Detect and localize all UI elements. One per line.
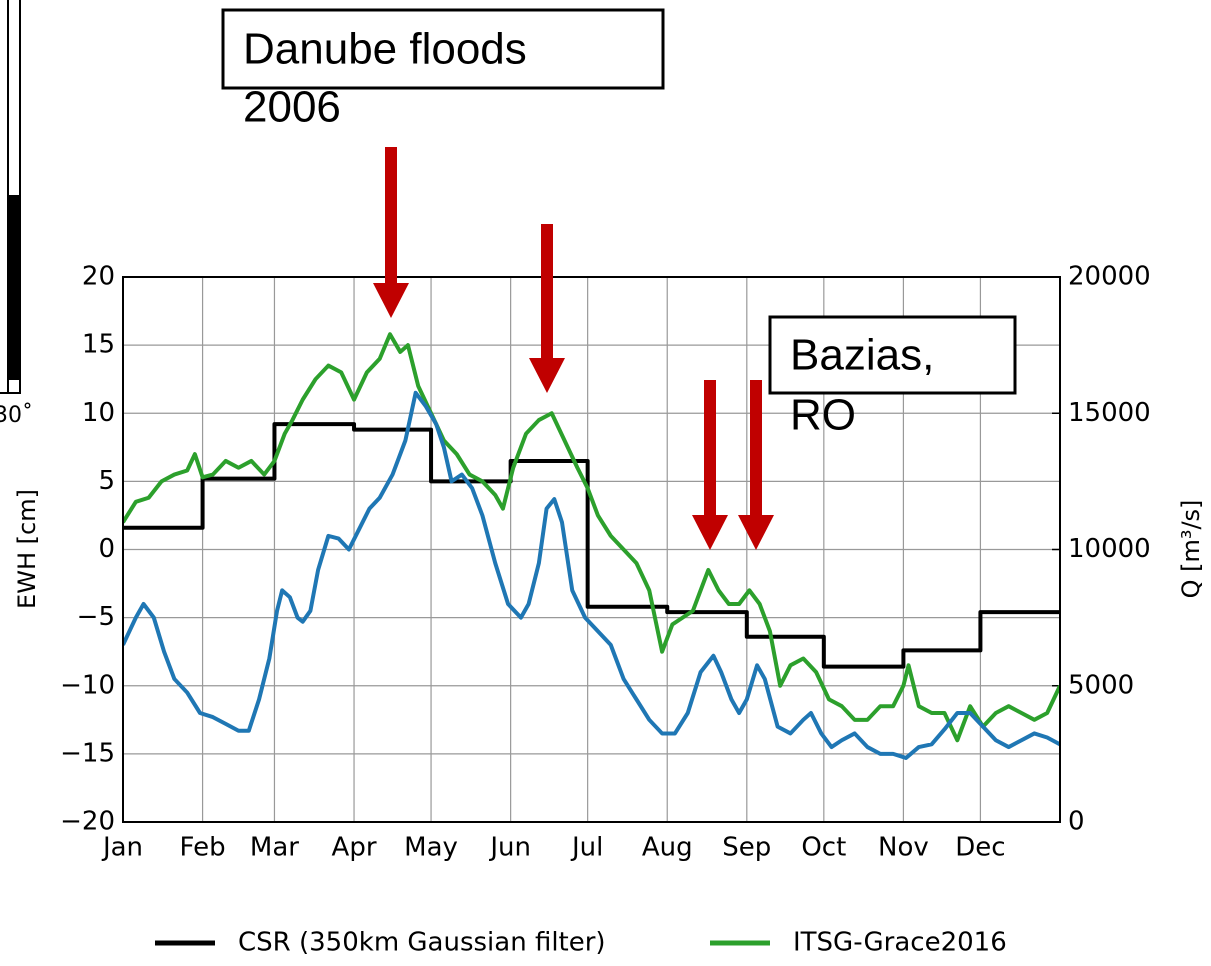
y2-tick-label: 5000 xyxy=(1068,670,1134,700)
y-tick-label: 20 xyxy=(82,262,115,292)
arrow xyxy=(373,147,409,318)
arrow xyxy=(692,380,728,550)
x-tick-label: Jul xyxy=(570,833,603,863)
plot-area: Jan Feb Mar Apr May Jun Jul Aug Sep Oct Nov Dec −20 −… xyxy=(60,262,1151,863)
y-tick-label: 15 xyxy=(82,330,115,360)
y-tick-label: −5 xyxy=(77,602,115,632)
x-tick-label: May xyxy=(404,833,458,863)
plot-frame xyxy=(122,276,1061,823)
y2-tick-label: 15000 xyxy=(1068,398,1151,428)
annotation-text: RO xyxy=(790,391,856,440)
y-tick-label: −20 xyxy=(60,807,115,837)
annotation-box xyxy=(221,8,665,90)
annotation-2: Bazias, RO xyxy=(768,315,1017,440)
annotation-1: Danube floods 2006 xyxy=(221,8,665,132)
arrow xyxy=(738,380,774,550)
x-tick-label: Jan xyxy=(101,833,143,863)
y2-tick-label: 0 xyxy=(1068,807,1085,837)
annotation-text: 2006 xyxy=(243,83,341,132)
x-tick-label: Oct xyxy=(801,833,846,863)
x-tick-label: Nov xyxy=(878,833,929,863)
map-fragment: 30˚ xyxy=(0,0,33,428)
y2-tick-label: 10000 xyxy=(1068,534,1151,564)
x-tick-label: Dec xyxy=(955,833,1005,863)
x-tick-label: Feb xyxy=(180,833,226,863)
y-axis-label: EWH [cm] xyxy=(13,489,41,609)
y-tick-label: 10 xyxy=(82,398,115,428)
annotation-box xyxy=(768,315,1017,395)
data-line xyxy=(123,422,1060,669)
data-line xyxy=(123,390,1060,760)
y2-axis-label: Q [m³/s] xyxy=(1177,500,1205,599)
x-tick-label: Apr xyxy=(332,833,377,863)
annotation-text: Danube floods xyxy=(243,25,527,74)
y-tick-label: 5 xyxy=(98,466,115,496)
map-colorbar-segment xyxy=(8,195,20,380)
arrows xyxy=(373,147,774,550)
y-tick-label: 0 xyxy=(98,534,115,564)
annotation-text: Bazias, xyxy=(790,331,934,380)
x-tick-label: Sep xyxy=(722,833,771,863)
x-tick-label: Mar xyxy=(250,833,299,863)
x-tick-label: Aug xyxy=(642,833,693,863)
legend-label: CSR (350km Gaussian filter) xyxy=(238,928,606,958)
x-tick-label: Jun xyxy=(488,833,531,863)
y-tick-label: −15 xyxy=(60,738,115,768)
y-tick-label: −10 xyxy=(60,670,115,700)
map-label: 30˚ xyxy=(0,403,33,428)
y2-tick-label: 20000 xyxy=(1068,262,1151,292)
data-line xyxy=(123,332,1060,743)
legend-label: ITSG-Grace2016 xyxy=(793,928,1007,958)
arrow xyxy=(529,224,565,393)
